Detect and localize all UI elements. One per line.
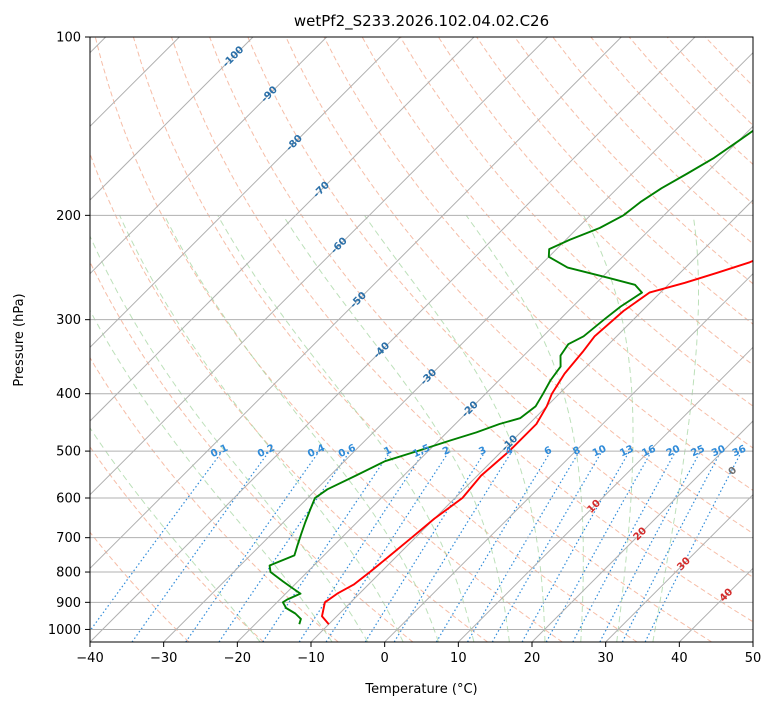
chart-title: wetPf2_S233.2026.102.04.02.C26 <box>294 12 549 31</box>
dry-adiabat <box>90 152 488 642</box>
mixing-ratio-label: 6 <box>543 445 554 458</box>
mixing-ratio-line <box>218 450 351 642</box>
mixing-ratio-line <box>521 450 631 642</box>
mixing-ratio-line <box>185 450 320 642</box>
x-tick-label: 40 <box>671 651 688 666</box>
mixing-ratio-label: 3 <box>477 445 488 458</box>
y-tick-label: 800 <box>56 566 81 581</box>
mixing-ratio-line <box>572 450 677 642</box>
dry-adiabat <box>94 37 563 642</box>
moist-adiabat <box>90 427 261 642</box>
mixing-ratio-label: 2 <box>441 445 452 458</box>
mixing-ratio-label: 16 <box>640 443 657 459</box>
moist-adiabat <box>217 215 475 642</box>
isotherm <box>457 346 753 642</box>
mixing-ratio-label: 30 <box>710 443 727 459</box>
mixing-ratio-line <box>262 450 392 642</box>
dry-adiabat <box>209 37 753 623</box>
mixing-ratio-line <box>644 450 743 642</box>
isotherm <box>90 37 696 642</box>
x-tick-label: −40 <box>76 651 103 666</box>
y-tick-label: 900 <box>56 596 81 611</box>
moist-adiabat <box>282 215 510 642</box>
mixing-ratio-label: 10 <box>591 443 608 459</box>
mixing-ratio-line <box>131 450 270 642</box>
y-tick-label: 100 <box>56 31 81 46</box>
y-tick-label: 400 <box>56 387 81 402</box>
mixing-ratio-label: 4 <box>504 445 515 458</box>
isotherm <box>163 51 753 642</box>
x-tick-label: 30 <box>597 651 614 666</box>
y-tick-label: 700 <box>56 531 81 546</box>
dry-adiabat <box>437 37 753 366</box>
dewpoint-profile <box>268 129 753 625</box>
isotherm <box>531 420 753 642</box>
mixing-ratio-label: 13 <box>618 443 635 459</box>
dry-adiabat <box>90 531 190 642</box>
isotherm <box>90 37 622 570</box>
x-tick-label: −20 <box>224 651 251 666</box>
moist-adiabat <box>90 309 333 642</box>
isotherm <box>90 37 328 275</box>
isotherm <box>90 37 401 349</box>
isotherm <box>90 37 549 496</box>
dry-adiabat <box>247 37 753 578</box>
mixing-ratio-label: 25 <box>689 443 706 459</box>
moist-adiabat <box>90 235 369 642</box>
isotherm <box>90 37 475 422</box>
x-tick-label: 50 <box>745 651 762 666</box>
x-tick-label: 20 <box>524 651 541 666</box>
dry-adiabat <box>285 37 753 535</box>
y-tick-label: 200 <box>56 209 81 224</box>
profile-lines <box>268 129 753 625</box>
mixing-ratio-label: 20 <box>665 443 682 459</box>
y-tick-label: 600 <box>56 492 81 507</box>
y-tick-label: 500 <box>56 445 81 460</box>
x-tick-label: 10 <box>450 651 467 666</box>
dry-adiabat <box>399 37 753 407</box>
moist-adiabat <box>583 215 634 642</box>
isotherm <box>90 37 254 201</box>
x-axis: −40 −30 −20 −10 0 10 20 30 40 50 <box>76 642 761 666</box>
x-axis-label: Temperature (°C) <box>364 682 477 697</box>
dry-adiabat <box>323 37 753 491</box>
dry-adiabat <box>90 356 339 642</box>
isotherm <box>605 493 753 642</box>
isotherm <box>310 199 753 642</box>
mixing-ratio-line <box>325 450 450 642</box>
dry-adiabat <box>132 37 638 642</box>
plot-frame <box>89 36 754 643</box>
background-lines <box>90 37 753 642</box>
y-axis: 100 200 300 400 500 600 700 800 900 1000 <box>48 31 90 638</box>
y-tick-label: 300 <box>56 313 81 328</box>
mixing-ratio-label: 8 <box>571 445 582 458</box>
dry-adiabat <box>514 37 753 285</box>
mixing-ratio-label: 36 <box>731 443 748 459</box>
dry-adiabat <box>361 37 753 449</box>
mixing-ratio-line <box>393 450 513 642</box>
x-tick-label: −10 <box>297 651 324 666</box>
moist-adiabat <box>465 215 584 642</box>
moist-adiabat <box>119 215 404 642</box>
y-axis-label: Pressure (hPa) <box>12 293 27 386</box>
dry-adiabat <box>171 37 712 642</box>
moist-adiabat <box>364 215 546 642</box>
mixing-ratio-line <box>545 450 653 642</box>
moist-adiabat <box>163 215 439 642</box>
mixing-ratio-line <box>90 450 223 632</box>
mixing-ratio-label: 1 <box>382 445 393 458</box>
temperature-profile <box>321 259 753 625</box>
x-tick-label: −30 <box>150 651 177 666</box>
dry-adiabat <box>90 446 264 642</box>
x-tick-label: 0 <box>381 651 389 666</box>
y-tick-label: 1000 <box>48 623 81 638</box>
isotherm <box>384 272 753 642</box>
moist-adiabat <box>652 215 699 642</box>
mixing-ratio-line <box>298 450 425 642</box>
